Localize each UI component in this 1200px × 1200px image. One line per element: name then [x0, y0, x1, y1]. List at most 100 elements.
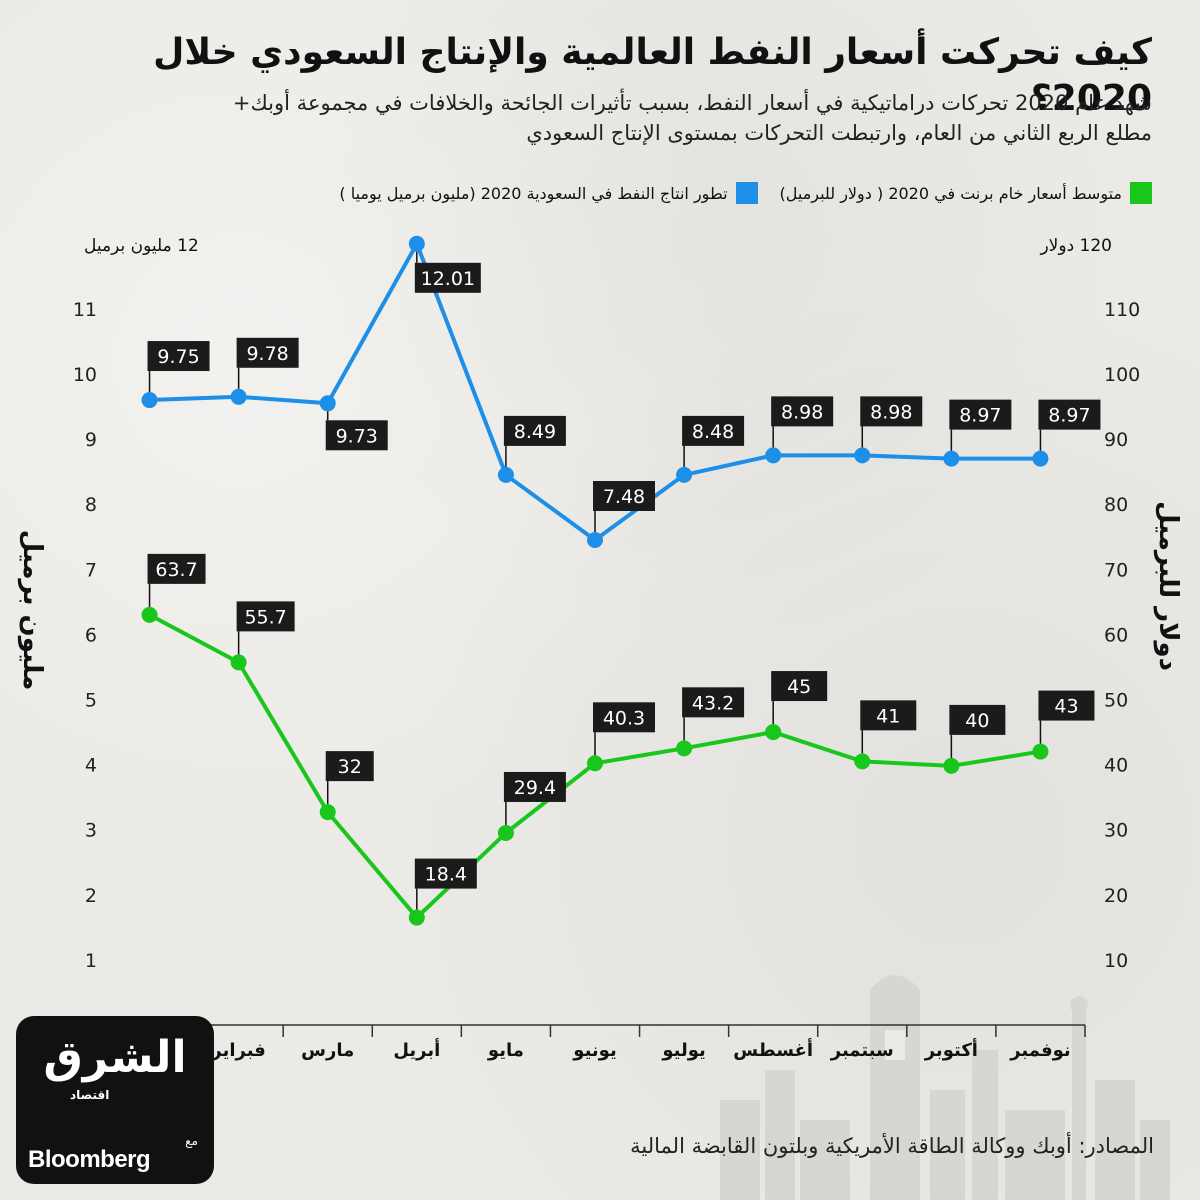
x-axis-category-label: فبراير [210, 1040, 265, 1061]
data-point-brent [319, 804, 336, 821]
legend-label-production: تطور انتاج النفط في السعودية 2020 (مليون… [339, 183, 728, 203]
alsharq-bloomberg-logo: الشرق اقتصاد مع Bloomberg [16, 1016, 214, 1184]
legend-item-brent: متوسط أسعار خام برنت في 2020 ( دولار للب… [780, 182, 1152, 204]
data-label-box-production [1038, 399, 1101, 430]
data-label-production: 8.98 [870, 401, 912, 423]
left-axis-tick-label: 1 [85, 950, 97, 972]
left-axis-tick-label: 11 [73, 299, 97, 321]
data-label-box-brent [503, 771, 566, 802]
data-label-box-production [147, 341, 210, 372]
x-axis-category-label: سبتمبر [830, 1040, 894, 1061]
data-label-box-production [682, 415, 745, 446]
source-note: المصادر: أوبك ووكالة الطاقة الأمريكية وب… [630, 1134, 1154, 1158]
data-label-brent: 40 [965, 710, 989, 732]
data-label-box-brent [593, 702, 655, 733]
data-point-brent [1032, 743, 1049, 760]
chart-legend: متوسط أسعار خام برنت في 2020 ( دولار للب… [42, 178, 1152, 208]
data-label-brent: 29.4 [514, 777, 556, 799]
data-point-production [408, 235, 425, 252]
data-point-production [765, 447, 782, 464]
left-axis-tick-label: 3 [85, 820, 97, 842]
data-label-brent: 40.3 [603, 707, 645, 729]
chart-title: كيف تحركت أسعار النفط العالمية والإنتاج … [153, 32, 1152, 119]
legend-swatch-blue [735, 182, 758, 204]
data-label-production: 9.78 [246, 343, 288, 365]
data-label-box-brent [682, 687, 745, 718]
data-point-production [676, 466, 693, 483]
left-axis-tick-label: 2 [85, 885, 97, 907]
data-label-brent: 43 [1054, 696, 1078, 718]
data-point-production [497, 466, 514, 483]
data-point-production [1032, 450, 1049, 467]
data-label-production: 8.98 [781, 401, 823, 423]
data-label-brent: 45 [787, 676, 811, 698]
data-label-production: 8.97 [959, 405, 1001, 427]
data-point-brent [587, 755, 603, 772]
left-axis-tick-label: 10 [73, 364, 97, 386]
data-label-brent: 18.4 [425, 864, 467, 886]
data-label-box-brent [949, 704, 1006, 735]
data-label-brent: 41 [876, 705, 900, 727]
right-axis-top-label: 120 دولار [1040, 236, 1112, 256]
skyline-illustration [720, 975, 1170, 1200]
data-label-box-production [414, 262, 481, 293]
data-point-brent [497, 824, 514, 841]
logo-sub-text: اقتصاد [70, 1088, 110, 1102]
right-axis-tick-label: 100 [1104, 364, 1140, 386]
logo-with-text: مع [185, 1134, 198, 1148]
data-label-box-brent [1038, 690, 1095, 721]
data-label-box-production [503, 415, 566, 446]
data-label-production: 8.97 [1048, 405, 1090, 427]
data-label-brent: 43.2 [692, 692, 734, 714]
right-axis-tick-label: 40 [1104, 755, 1128, 777]
right-axis-tick-label: 110 [1104, 299, 1140, 321]
legend-label-brent: متوسط أسعار خام برنت في 2020 ( دولار للب… [779, 183, 1122, 203]
data-label-box-brent [414, 858, 477, 889]
right-axis-tick-label: 90 [1104, 429, 1128, 451]
data-label-production: 9.73 [336, 425, 378, 447]
subtitle-line-1: شهد عام 2020 تحركات دراماتيكية في أسعار … [232, 91, 1152, 115]
data-point-production [230, 388, 247, 405]
data-point-brent [765, 724, 782, 741]
right-axis-tick-label: 20 [1104, 885, 1128, 907]
data-point-production [141, 392, 158, 409]
data-label-box-production [949, 399, 1012, 430]
chart-subtitle: شهد عام 2020 تحركات دراماتيكية في أسعار … [42, 88, 1152, 148]
left-axis-tick-label: 7 [85, 559, 97, 581]
x-axis-category-label: أغسطس [733, 1038, 813, 1061]
right-axis-tick-label: 10 [1104, 950, 1128, 972]
right-axis-tick-label: 50 [1104, 690, 1128, 712]
data-label-production: 9.75 [157, 346, 199, 368]
data-label-production: 8.48 [692, 421, 734, 443]
data-label-production: 12.01 [421, 268, 475, 290]
data-point-brent [854, 753, 871, 770]
data-label-box-brent [147, 553, 206, 584]
x-axis-category-label: يوليو [661, 1040, 705, 1061]
logo-bloomberg-text: Bloomberg [28, 1146, 151, 1173]
data-label-brent: 55.7 [244, 606, 286, 628]
data-point-production [587, 532, 603, 549]
x-axis-category-label: مايو [487, 1040, 524, 1061]
data-point-brent [943, 757, 960, 774]
subtitle-line-2: مطلع الربع الثاني من العام، وارتبطت التح… [526, 121, 1152, 145]
data-label-box-brent [325, 751, 374, 782]
data-label-box-production [236, 337, 299, 368]
data-label-box-brent [860, 700, 917, 731]
data-point-brent [676, 740, 693, 757]
x-axis-category-label: نوفمبر [1009, 1040, 1070, 1061]
left-axis-top-label: 12 مليون برميل [84, 236, 199, 256]
data-point-production [319, 395, 336, 412]
x-axis-category-label: مارس [301, 1040, 354, 1061]
left-axis-tick-label: 4 [85, 755, 97, 777]
data-label-brent: 32 [338, 756, 362, 778]
data-point-production [854, 447, 871, 464]
data-label-box-brent [771, 671, 828, 702]
data-label-box-production [593, 481, 655, 512]
left-axis-tick-label: 9 [85, 429, 97, 451]
data-label-production: 7.48 [603, 486, 645, 508]
data-point-brent [141, 606, 158, 623]
x-axis-category-label: يونيو [572, 1040, 616, 1061]
data-label-brent: 63.7 [155, 559, 197, 581]
data-label-box-production [325, 420, 388, 451]
